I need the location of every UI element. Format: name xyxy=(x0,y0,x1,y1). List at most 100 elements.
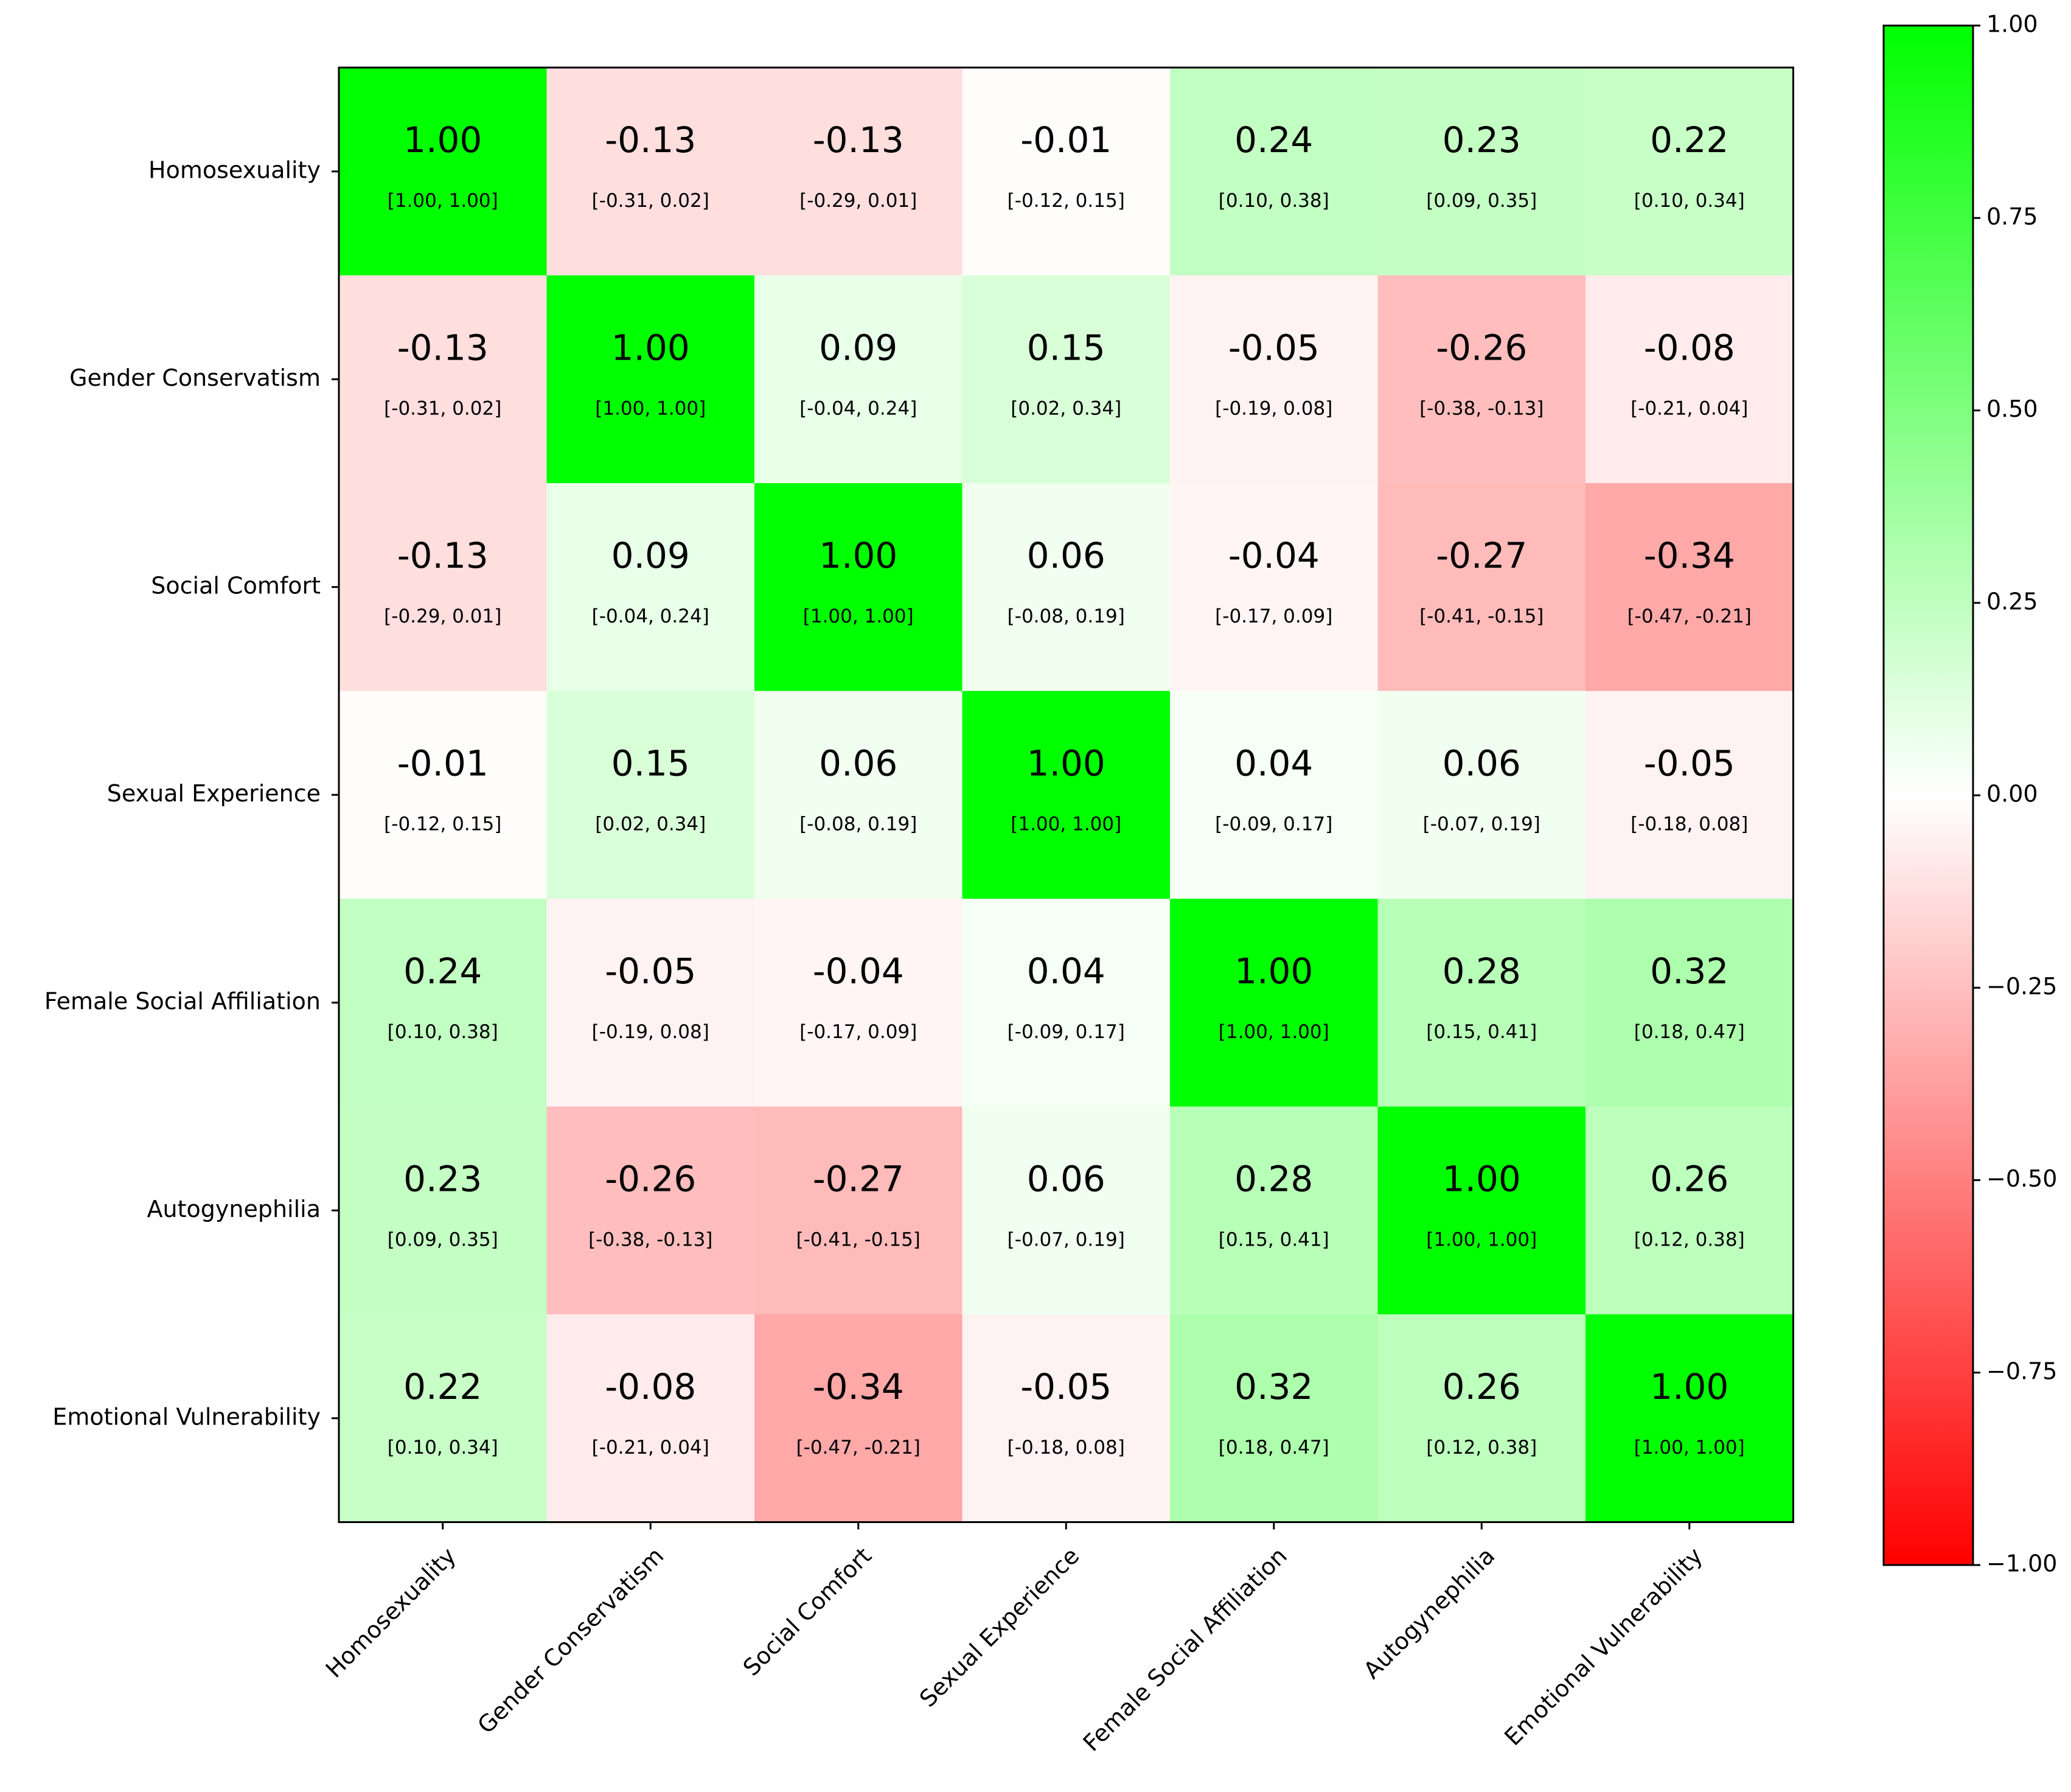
cell-value-label: 0.24 xyxy=(1234,119,1313,161)
heatmap-cell: 0.06 [-0.07, 0.19] xyxy=(962,1106,1171,1315)
colorbar-tick-label: 0.50 xyxy=(1986,396,2038,422)
cell-ci-label: [-0.47, -0.21] xyxy=(1627,605,1752,627)
heatmap-cell-fill xyxy=(339,483,548,692)
colorbar-tick-label: 1.00 xyxy=(1986,11,2038,38)
heatmap-cell-fill xyxy=(962,68,1171,276)
cell-ci-label: [0.15, 0.41] xyxy=(1426,1021,1537,1043)
cell-ci-label: [-0.29, 0.01] xyxy=(384,605,501,627)
heatmap-cell-fill xyxy=(754,483,963,692)
cell-value-label: 0.09 xyxy=(611,535,690,576)
heatmap-cell: 0.32 [0.18, 0.47] xyxy=(1170,1314,1379,1523)
cell-ci-label: [0.10, 0.38] xyxy=(388,1021,498,1043)
cell-value-label: 0.23 xyxy=(403,1159,482,1200)
heatmap-cell: -0.08 [-0.21, 0.04] xyxy=(1585,275,1794,484)
heatmap-cell-fill xyxy=(754,275,963,484)
cell-ci-label: [-0.07, 0.19] xyxy=(1423,813,1540,835)
cell-value-label: 0.06 xyxy=(1443,743,1521,784)
heatmap-cell-fill xyxy=(1585,691,1794,899)
cell-ci-label: [-0.17, 0.09] xyxy=(1215,605,1332,627)
heatmap-cell: 0.26 [0.12, 0.38] xyxy=(1585,1106,1794,1315)
cell-value-label: 0.04 xyxy=(1234,743,1313,784)
cell-value-label: 1.00 xyxy=(1027,743,1105,784)
y-tick-label: Homosexuality xyxy=(148,156,321,183)
heatmap-cell: -0.13 [-0.31, 0.02] xyxy=(546,68,755,276)
heatmap-cell-fill xyxy=(546,483,755,692)
cell-ci-label: [-0.12, 0.15] xyxy=(1008,190,1125,212)
heatmap-cell: 1.00 [1.00, 1.00] xyxy=(754,483,963,692)
cell-ci-label: [1.00, 1.00] xyxy=(388,190,498,212)
heatmap-cell-fill xyxy=(1377,899,1586,1107)
cell-ci-label: [-0.38, -0.13] xyxy=(1419,397,1544,419)
heatmap-cell-fill xyxy=(754,1314,963,1523)
heatmap-cell: -0.05 [-0.19, 0.08] xyxy=(1170,275,1379,484)
cell-ci-label: [0.02, 0.34] xyxy=(595,813,706,835)
heatmap-cell: -0.13 [-0.29, 0.01] xyxy=(754,68,963,276)
heatmap-cell-fill xyxy=(546,691,755,899)
heatmap-cell-fill xyxy=(546,1106,755,1315)
heatmap-cell-fill xyxy=(1377,691,1586,899)
heatmap-cell-fill xyxy=(1585,1314,1794,1523)
heatmap-cell-fill xyxy=(1170,1314,1379,1523)
cell-value-label: 0.26 xyxy=(1650,1159,1728,1200)
heatmap-cell-fill xyxy=(754,68,963,276)
cell-ci-label: [0.10, 0.34] xyxy=(388,1437,498,1459)
y-tick-label: Female Social Affiliation xyxy=(44,988,321,1014)
heatmap-cell: 0.28 [0.15, 0.41] xyxy=(1170,1106,1379,1315)
colorbar-tick-label: −0.75 xyxy=(1986,1358,2057,1384)
cell-ci-label: [1.00, 1.00] xyxy=(1011,813,1121,835)
cell-ci-label: [0.15, 0.41] xyxy=(1219,1229,1329,1250)
heatmap-cell-fill xyxy=(1585,68,1794,276)
heatmap-cell: 0.06 [-0.07, 0.19] xyxy=(1377,691,1586,899)
cell-ci-label: [-0.09, 0.17] xyxy=(1008,1021,1125,1043)
heatmap-cell: 0.06 [-0.08, 0.19] xyxy=(754,691,963,899)
cell-value-label: -0.13 xyxy=(813,119,904,161)
heatmap-cell: 0.22 [0.10, 0.34] xyxy=(339,1314,548,1523)
cell-value-label: 0.32 xyxy=(1650,950,1728,992)
heatmap-cell-fill xyxy=(1585,1106,1794,1315)
cell-ci-label: [-0.18, 0.08] xyxy=(1008,1437,1125,1459)
colorbar: 1.00 0.75 0.50 0.25 0.00 −0.25 −0.50 −0.75 −1.00 xyxy=(1882,11,2057,1577)
cell-value-label: -0.26 xyxy=(1436,327,1527,369)
cell-ci-label: [-0.31, 0.02] xyxy=(592,190,709,212)
cell-value-label: 1.00 xyxy=(403,119,482,161)
heatmap-cell: 1.00 [1.00, 1.00] xyxy=(962,691,1171,899)
cell-ci-label: [0.09, 0.35] xyxy=(1426,190,1537,212)
heatmap-cell-fill xyxy=(339,1314,548,1523)
cell-ci-label: [-0.41, -0.15] xyxy=(1419,605,1544,627)
cell-value-label: 0.23 xyxy=(1443,119,1521,161)
cell-value-label: -0.05 xyxy=(1644,743,1735,784)
heatmap-cell: -0.05 [-0.18, 0.08] xyxy=(962,1314,1171,1523)
heatmap-cell-fill xyxy=(1170,275,1379,484)
heatmap-cell: 0.28 [0.15, 0.41] xyxy=(1377,899,1586,1107)
cell-ci-label: [-0.18, 0.08] xyxy=(1631,813,1748,835)
heatmap-cell: -0.13 [-0.31, 0.02] xyxy=(339,275,548,484)
heatmap-cell: -0.04 [-0.17, 0.09] xyxy=(1170,483,1379,692)
cell-value-label: -0.05 xyxy=(1228,327,1320,369)
cell-value-label: 1.00 xyxy=(1650,1366,1728,1407)
y-tick-label: Social Comfort xyxy=(151,572,321,599)
heatmap-cell-fill xyxy=(339,899,548,1107)
heatmap-cell-fill xyxy=(546,68,755,276)
cell-ci-label: [1.00, 1.00] xyxy=(1219,1021,1329,1043)
y-axis: Homosexuality Gender Conservatism Social C… xyxy=(44,156,339,1430)
cell-ci-label: [-0.21, 0.04] xyxy=(1631,397,1748,419)
heatmap-cell-fill xyxy=(962,1106,1171,1315)
heatmap-cell-fill xyxy=(1377,1106,1586,1315)
cell-value-label: 0.22 xyxy=(403,1366,482,1407)
heatmap-cell: -0.26 [-0.38, -0.13] xyxy=(546,1106,755,1315)
heatmap-cell: 0.09 [-0.04, 0.24] xyxy=(546,483,755,692)
heatmap-cell: -0.08 [-0.21, 0.04] xyxy=(546,1314,755,1523)
cell-value-label: -0.04 xyxy=(1228,535,1320,576)
cell-value-label: -0.08 xyxy=(605,1366,696,1407)
heatmap-cell-fill xyxy=(1170,483,1379,692)
heatmap-cell-fill xyxy=(339,275,548,484)
cell-value-label: 0.22 xyxy=(1650,119,1728,161)
heatmap-cell-fill xyxy=(339,68,548,276)
cell-value-label: -0.05 xyxy=(1020,1366,1112,1407)
heatmap-cell-fill xyxy=(754,691,963,899)
cell-ci-label: [-0.08, 0.19] xyxy=(799,813,917,835)
heatmap-cell-fill xyxy=(1585,899,1794,1107)
heatmap-cell: 0.23 [0.09, 0.35] xyxy=(1377,68,1586,276)
heatmap-cell: -0.13 [-0.29, 0.01] xyxy=(339,483,548,692)
